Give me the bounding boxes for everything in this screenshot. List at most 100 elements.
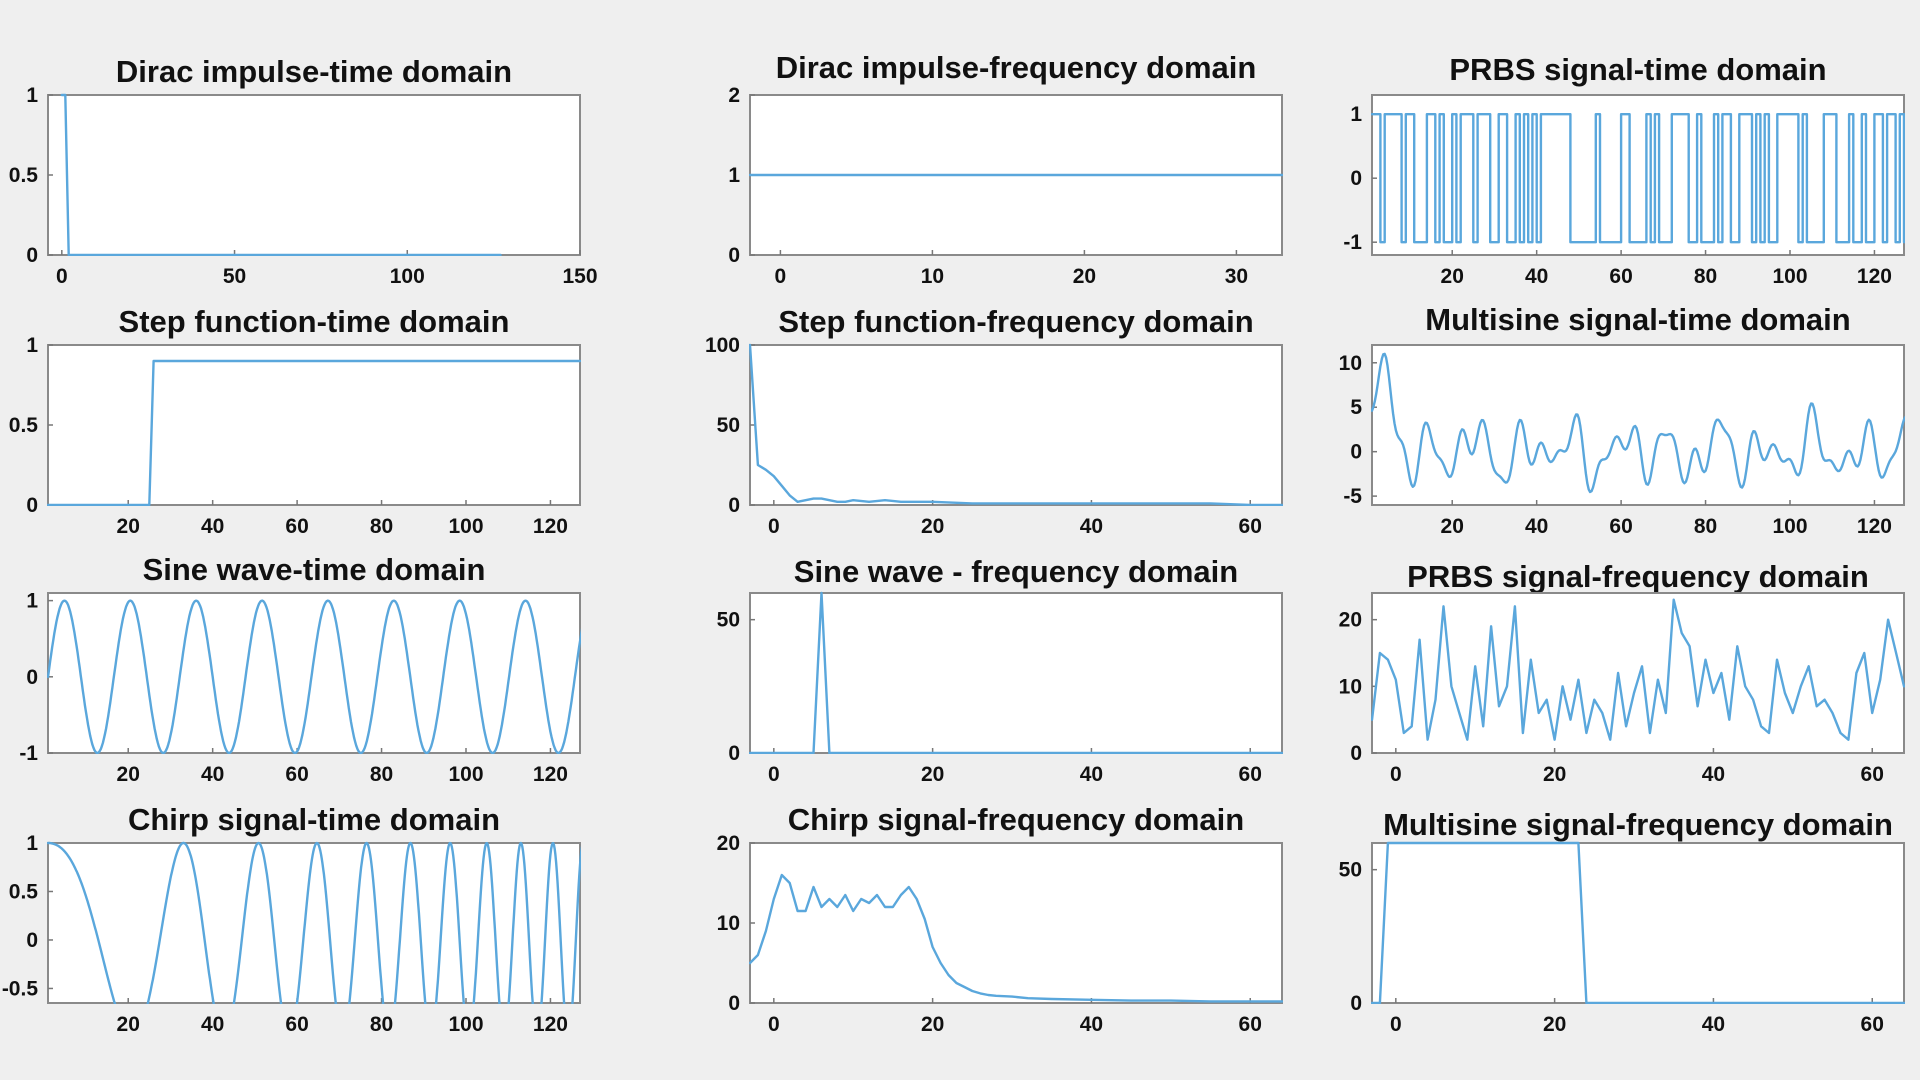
x-tick-label: 100 xyxy=(1772,265,1807,288)
series-line xyxy=(749,343,1283,506)
x-tick-label: 100 xyxy=(448,1013,483,1036)
plot-area xyxy=(47,94,581,256)
y-tick-label: 0 xyxy=(1350,742,1362,765)
x-tick-label: 150 xyxy=(562,265,597,288)
x-tick-label: 20 xyxy=(117,515,140,538)
x-tick-label: 60 xyxy=(1239,515,1262,538)
x-tick-label: 0 xyxy=(1390,763,1402,786)
x-tick-label: 50 xyxy=(223,265,246,288)
x-tick-label: 20 xyxy=(921,763,944,786)
x-tick-label: 40 xyxy=(1080,763,1103,786)
series-line xyxy=(47,359,581,506)
y-tick-label: 1 xyxy=(26,590,38,613)
series-line xyxy=(1371,841,1905,1004)
x-tick-label: 60 xyxy=(285,515,308,538)
x-tick-label: 20 xyxy=(1073,265,1096,288)
x-tick-label: 40 xyxy=(1702,763,1725,786)
series-line xyxy=(749,873,1283,1003)
y-tick-label: 0 xyxy=(1350,167,1362,190)
plot-area xyxy=(47,344,581,506)
y-tick-label: 0 xyxy=(26,666,38,689)
x-tick-label: 100 xyxy=(448,763,483,786)
y-tick-label: 1 xyxy=(728,164,740,187)
y-tick-label: -5 xyxy=(1343,485,1362,508)
x-tick-label: 10 xyxy=(921,265,944,288)
chart-title: Step function-frequency domain xyxy=(778,304,1253,339)
y-tick-label: 0 xyxy=(728,742,740,765)
y-tick-label: 0 xyxy=(26,244,38,267)
y-tick-label: 50 xyxy=(717,609,740,632)
x-tick-label: 40 xyxy=(1702,1013,1725,1036)
y-tick-label: 0 xyxy=(1350,992,1362,1015)
series-line xyxy=(1371,112,1905,244)
x-tick-label: 80 xyxy=(1694,265,1717,288)
chart-title: Chirp signal-frequency domain xyxy=(788,802,1244,837)
chart-title: Step function-time domain xyxy=(119,304,510,339)
x-tick-label: 100 xyxy=(1772,515,1807,538)
x-tick-label: 20 xyxy=(1441,515,1464,538)
y-tick-label: 0 xyxy=(728,992,740,1015)
x-tick-label: 80 xyxy=(370,763,393,786)
x-tick-label: 0 xyxy=(768,763,780,786)
y-tick-label: 10 xyxy=(1339,675,1362,698)
y-tick-label: 50 xyxy=(1339,859,1362,882)
series-line xyxy=(749,591,1283,754)
plot-area xyxy=(749,842,1283,1004)
plot-area xyxy=(1371,592,1905,754)
x-tick-label: 120 xyxy=(533,1013,568,1036)
chart-title: Sine wave - frequency domain xyxy=(794,554,1238,589)
chart-title: Chirp signal-time domain xyxy=(128,802,500,837)
plot-area xyxy=(1371,842,1905,1004)
series-line xyxy=(47,599,581,754)
x-tick-label: 120 xyxy=(533,515,568,538)
y-tick-label: 0.5 xyxy=(9,414,39,437)
x-tick-label: 0 xyxy=(768,1013,780,1036)
x-tick-label: 0 xyxy=(775,265,787,288)
x-tick-label: 80 xyxy=(1694,515,1717,538)
chart-title: Sine wave-time domain xyxy=(143,552,486,587)
y-tick-label: -1 xyxy=(19,742,38,765)
chart-title: PRBS signal-time domain xyxy=(1449,52,1826,87)
x-tick-label: 120 xyxy=(1857,265,1892,288)
plot-area xyxy=(1371,344,1905,506)
x-tick-label: 60 xyxy=(285,763,308,786)
y-tick-label: 1 xyxy=(26,832,38,855)
series-line xyxy=(1371,598,1905,741)
y-tick-label: 0 xyxy=(26,929,38,952)
plot-area xyxy=(749,592,1283,754)
y-tick-label: -1 xyxy=(1343,231,1362,254)
y-tick-label: 0 xyxy=(1350,441,1362,464)
x-tick-label: 80 xyxy=(370,515,393,538)
y-tick-label: 1 xyxy=(1350,103,1362,126)
x-tick-label: 40 xyxy=(1525,515,1548,538)
x-tick-label: 120 xyxy=(1857,515,1892,538)
chart-title: Multisine signal-time domain xyxy=(1425,302,1850,337)
x-tick-label: 30 xyxy=(1225,265,1248,288)
x-tick-label: 120 xyxy=(533,763,568,786)
y-tick-label: 10 xyxy=(717,912,740,935)
x-tick-label: 100 xyxy=(390,265,425,288)
x-tick-label: 20 xyxy=(1543,1013,1566,1036)
x-tick-label: 80 xyxy=(370,1013,393,1036)
x-tick-label: 40 xyxy=(201,763,224,786)
y-tick-label: 5 xyxy=(1350,396,1362,419)
y-tick-label: 2 xyxy=(728,84,740,107)
x-tick-label: 40 xyxy=(201,515,224,538)
x-tick-label: 60 xyxy=(285,1013,308,1036)
x-tick-label: 20 xyxy=(1543,763,1566,786)
x-tick-label: 100 xyxy=(448,515,483,538)
x-tick-label: 20 xyxy=(921,1013,944,1036)
y-tick-label: 100 xyxy=(705,334,740,357)
y-tick-label: 20 xyxy=(1339,609,1362,632)
x-tick-label: 60 xyxy=(1239,1013,1262,1036)
x-tick-label: 40 xyxy=(1525,265,1548,288)
